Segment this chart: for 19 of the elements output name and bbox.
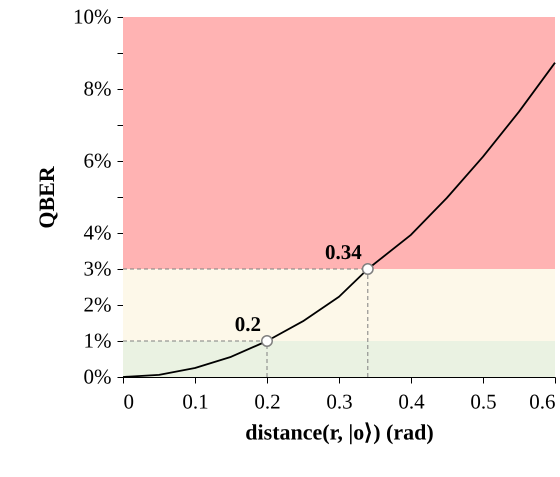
y-axis-title: QBER xyxy=(34,165,60,229)
annotation: 0.34 xyxy=(325,240,362,264)
x-tick-label: 0.4 xyxy=(398,390,426,414)
x-tick-label: 0.5 xyxy=(470,390,497,414)
x-tick-label: 0.1 xyxy=(182,390,209,414)
y-tick-label: 1% xyxy=(84,328,112,352)
x-tick-label: 0.2 xyxy=(254,390,281,414)
x-axis-title: distance(r, |o⟩) (rad) xyxy=(245,420,434,444)
y-tick-label: 4% xyxy=(84,220,112,244)
x-tick-label: 0 xyxy=(124,390,134,414)
x-tick-label: 0.6 xyxy=(529,390,556,414)
annotation: 0.2 xyxy=(234,312,261,336)
y-tick-label: 2% xyxy=(84,292,112,316)
y-tick-label: 0% xyxy=(84,364,112,388)
x-tick-label: 0.3 xyxy=(326,390,353,414)
y-tick-label: 8% xyxy=(84,76,112,100)
y-tick-label: 6% xyxy=(84,148,112,172)
y-tick-label: 3% xyxy=(84,256,112,280)
y-tick-label: 10% xyxy=(73,4,112,28)
